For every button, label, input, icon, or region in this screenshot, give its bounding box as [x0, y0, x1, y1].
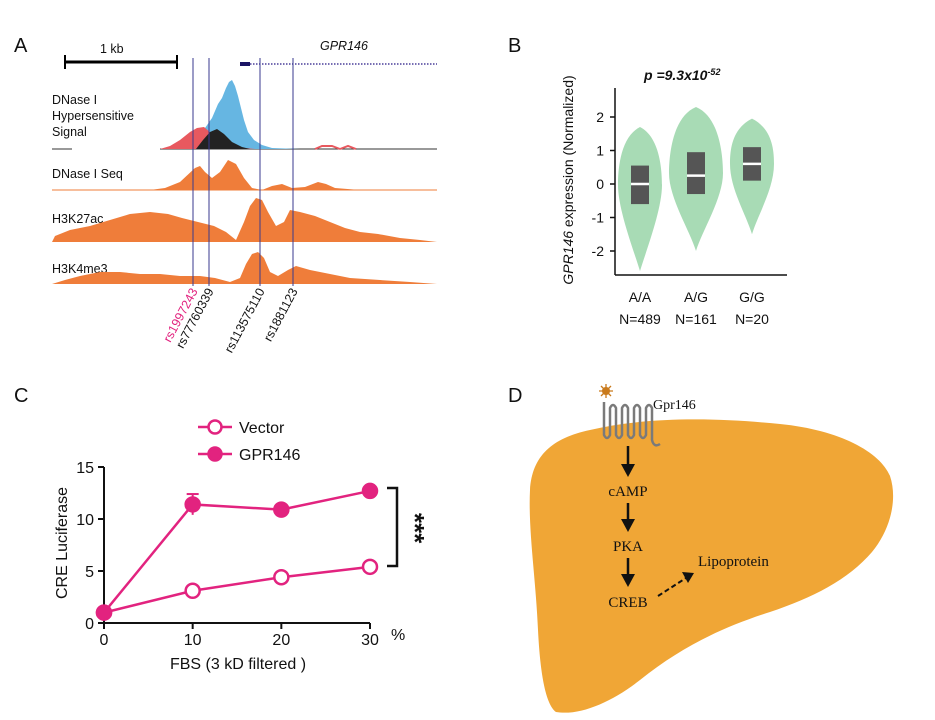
dnase-signal-small-peaks: [314, 144, 357, 150]
violin-y-tick-label: 0: [596, 176, 604, 192]
line-series: [95, 482, 379, 621]
series-line-gpr146: [103, 489, 371, 614]
scale-bar: 1 kb: [64, 42, 178, 69]
data-point-gpr146: [184, 496, 201, 513]
cascade-creb: CREB: [608, 595, 647, 611]
panel-b: B p =9.3x10-52 GPR146 expression (Normal…: [508, 35, 787, 327]
receptor-coils: [602, 402, 661, 447]
h3k27ac-track: [52, 198, 437, 242]
liver-shape: [529, 419, 894, 713]
dnase-seq-track: [52, 160, 437, 190]
line-legend: Vector GPR146: [198, 419, 300, 464]
panel-c-label: C: [14, 385, 28, 407]
legend-label-gpr146: GPR146: [239, 447, 300, 464]
cascade-pka: PKA: [613, 539, 643, 555]
violin-title: p =9.3x10-52: [643, 67, 720, 83]
line-y-tick-label: 10: [76, 512, 94, 529]
receptor-label: Gpr146: [653, 398, 696, 413]
line-x-tick-label: 20: [272, 632, 290, 649]
panel-d: D Gpr146 cAMP PKA CREB Lipoprotein: [508, 384, 894, 713]
data-point-vector: [184, 582, 201, 600]
arrow-icon: [621, 574, 635, 587]
track-label-dnase-1: DNase I: [52, 93, 97, 107]
line-y-ticks: 15 10 5 0: [76, 460, 104, 633]
gene-track: GPR146: [240, 39, 437, 66]
gene-label: GPR146: [320, 39, 368, 53]
data-point-gpr146: [273, 501, 290, 518]
panel-b-label: B: [508, 35, 521, 57]
line-x-ticks: 0 10 20 30: [100, 623, 379, 649]
gpr146-receptor: Gpr146: [599, 384, 696, 447]
violin-x-labels: A/A N=489 A/G N=161 G/G N=20: [619, 289, 769, 327]
violin-y-tick-label: 1: [596, 143, 604, 159]
legend-marker-vector: [207, 419, 223, 435]
track-label-dnase-3: Signal: [52, 125, 87, 139]
violins: [618, 106, 774, 272]
violin-group-label: A/A: [629, 289, 652, 305]
panel-a: A 1 kb GPR146 DNase I Hypersensitive Sig…: [14, 35, 437, 355]
track-label-dnase-seq: DNase I Seq: [52, 167, 123, 181]
line-x-tick-label: 30: [361, 632, 379, 649]
line-x-tick-label: 0: [100, 632, 109, 649]
violin-group-label: G/G: [739, 289, 765, 305]
gene-exon: [240, 62, 250, 66]
line-xlabel: FBS (3 kD filtered ): [170, 656, 306, 673]
data-point-gpr146: [95, 604, 113, 621]
violin-group-n: N=161: [675, 311, 717, 327]
legend-marker-gpr146: [207, 446, 223, 462]
line-y-tick-label: 15: [76, 460, 94, 477]
line-y-tick-label: 5: [85, 564, 94, 581]
violin-y-tick-label: 2: [596, 109, 604, 125]
data-point-vector: [273, 568, 290, 586]
violin-ylabel: GPR146 expression (Normalized): [560, 75, 576, 284]
violin-y-ticks: 2 1 0 -1 -2: [592, 109, 615, 259]
line-x-tick-label: 10: [184, 632, 202, 649]
snp-label-3: rs113575110: [222, 286, 268, 355]
panel-d-label: D: [508, 385, 522, 407]
panel-a-label: A: [14, 35, 28, 57]
dashed-arrow-icon: [682, 572, 694, 583]
signaling-cascade: cAMP PKA CREB Lipoprotein: [608, 446, 769, 611]
line-ylabel: CRE Luciferase: [54, 487, 71, 599]
snp-label-4: rs1881123: [261, 286, 301, 344]
significance-stars: ***: [400, 513, 430, 544]
track-label-h3k4me3: H3K4me3: [52, 262, 108, 276]
legend-label-vector: Vector: [239, 420, 285, 437]
scale-bar-label: 1 kb: [100, 42, 124, 56]
cascade-output: Lipoprotein: [698, 554, 769, 570]
line-x-unit: %: [391, 627, 405, 644]
violin-y-tick-label: -1: [592, 210, 605, 226]
line-y-tick-label: 0: [85, 616, 94, 633]
violin-group-n: N=489: [619, 311, 661, 327]
arrow-icon: [621, 464, 635, 477]
arrow-icon: [621, 519, 635, 532]
track-label-h3k27ac: H3K27ac: [52, 212, 103, 226]
cascade-camp: cAMP: [608, 484, 647, 500]
violin-group-n: N=20: [735, 311, 769, 327]
significance-bracket: [387, 486, 399, 568]
violin-box-1: [687, 152, 705, 195]
series-line-vector: [103, 565, 371, 614]
data-point-vector: [361, 558, 379, 576]
h3k4me3-track: [52, 252, 437, 284]
violin-y-tick-label: -2: [592, 243, 605, 259]
track-label-dnase-2: Hypersensitive: [52, 109, 134, 123]
violin-group-label: A/G: [684, 289, 708, 305]
data-point-gpr146: [361, 482, 379, 500]
